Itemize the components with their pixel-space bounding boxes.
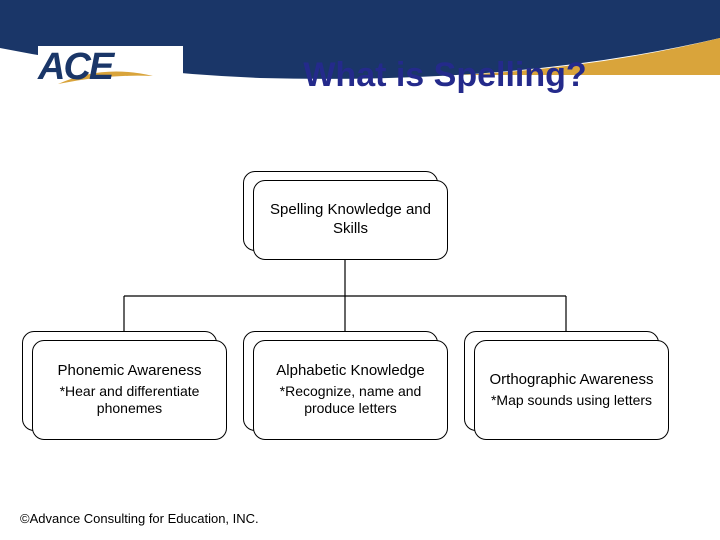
node-subtitle: *Recognize, name and produce letters	[262, 383, 439, 418]
node-title: Orthographic Awareness	[490, 371, 654, 390]
page-title: What is Spelling?	[200, 56, 690, 95]
node-box: Spelling Knowledge and Skills	[253, 180, 448, 260]
node-box: Phonemic Awareness *Hear and differentia…	[32, 340, 227, 440]
copyright-text: ©Advance Consulting for Education, INC.	[20, 511, 259, 526]
node-box: Orthographic Awareness *Map sounds using…	[474, 340, 669, 440]
node-title: Phonemic Awareness	[58, 362, 202, 381]
logo-text: ACE	[38, 46, 112, 88]
node-subtitle: *Map sounds using letters	[491, 392, 652, 410]
node-title: Alphabetic Knowledge	[276, 362, 424, 381]
node-title: Spelling Knowledge and Skills	[262, 201, 439, 239]
ace-logo: ACE	[38, 46, 183, 106]
node-box: Alphabetic Knowledge *Recognize, name an…	[253, 340, 448, 440]
node-subtitle: *Hear and differentiate phonemes	[41, 383, 218, 418]
